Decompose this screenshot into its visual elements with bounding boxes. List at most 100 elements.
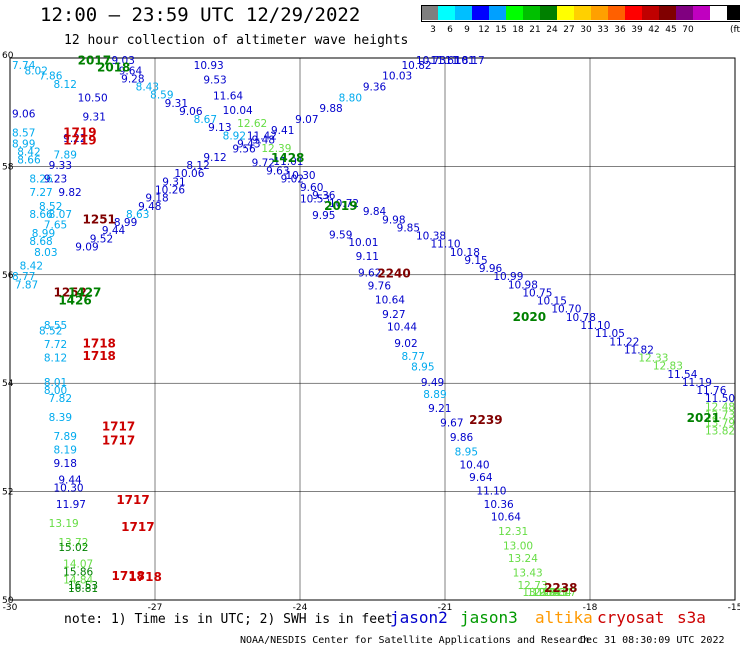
wave-height-value: 9.43 — [237, 138, 260, 150]
color-scale-frame — [421, 5, 740, 22]
pass-time-label: 2017 — [78, 54, 111, 68]
color-scale-label: 70 — [682, 25, 694, 35]
pass-time-label: 1718 — [112, 569, 145, 583]
pass-time-label: 1718 — [83, 336, 116, 350]
wave-height-value: 9.06 — [12, 109, 36, 121]
wave-height-value: 10.04 — [223, 105, 253, 117]
wave-height-value: 10.36 — [484, 499, 514, 511]
latitude-tick-label: 60 — [2, 51, 14, 61]
wave-height-value: 7.89 — [54, 149, 77, 161]
wave-height-value: 9.07 — [295, 114, 318, 126]
wave-height-value: 9.52 — [90, 233, 113, 245]
longitude-tick-label: -21 — [438, 603, 453, 613]
wave-height-value: 11.97 — [56, 499, 86, 511]
wave-height-value: 9.49 — [421, 377, 444, 389]
wave-height-value: 15.02 — [58, 542, 88, 554]
wave-height-value: 8.55 — [44, 320, 67, 332]
wave-height-value: 8.03 — [34, 247, 57, 259]
color-scale-swatch — [472, 5, 489, 20]
pass-time-label: 1252 — [54, 285, 87, 299]
wave-height-value: 9.64 — [119, 65, 143, 77]
wave-height-value: 9.44 — [102, 225, 126, 237]
wave-height-value: 8.07 — [49, 209, 72, 221]
color-scale-swatch — [438, 5, 455, 20]
color-scale-units: (ft) — [730, 25, 740, 35]
wave-height-value: 9.48 — [252, 135, 275, 147]
color-scale-label: 3 — [430, 25, 436, 35]
credit-line: NOAA/NESDIS Center for Satellite Applica… — [240, 635, 590, 646]
pass-time-label: 1426 — [58, 294, 91, 308]
wave-height-value: 9.98 — [382, 214, 405, 226]
wave-height-value: 11.05 — [595, 328, 625, 340]
legend-entry-altika: altika — [535, 608, 593, 627]
wave-height-value: 13.79 — [705, 418, 735, 430]
wave-height-value: 11.54 — [667, 369, 697, 381]
wave-height-value: 10.01 — [348, 237, 378, 249]
wave-height-value: 9.09 — [75, 241, 98, 253]
wave-height-value: 12.33 — [638, 353, 668, 365]
longitude-tick-label: -18 — [583, 603, 598, 613]
wave-height-value: 13.84 — [542, 587, 572, 599]
color-scale-swatch — [421, 5, 438, 20]
latitude-tick-label: 54 — [2, 379, 14, 389]
pass-time-label: 2021 — [687, 411, 720, 425]
wave-height-value: 9.95 — [312, 210, 335, 222]
color-scale-swatch — [557, 5, 574, 20]
longitude-tick-label: -15 — [728, 603, 740, 613]
wave-height-value: 8.52 — [39, 325, 62, 337]
wave-height-value: 10.53 — [300, 194, 330, 206]
wave-height-value: 9.22 — [63, 133, 86, 145]
wave-height-value: 9.31 — [165, 98, 188, 110]
wave-height-value: 11.82 — [624, 344, 654, 356]
wave-height-value: 10.75 — [522, 287, 552, 299]
wave-height-value: 11.10 — [580, 320, 610, 332]
color-scale-label: 39 — [631, 25, 643, 35]
wave-height-value: 9.63 — [266, 166, 289, 178]
wave-height-value: 8.02 — [25, 65, 48, 77]
wave-height-value: 9.18 — [145, 193, 168, 205]
wave-height-value: 13.72 — [58, 537, 88, 549]
wave-height-value: 8.92 — [223, 130, 246, 142]
legend-entry-jason3: jason3 — [460, 608, 518, 627]
color-scale-swatch — [659, 5, 676, 20]
wave-height-value: 11.76 — [696, 385, 726, 397]
wave-height-value: 16.53 — [68, 580, 98, 592]
wave-height-value: 12.91 — [532, 587, 562, 599]
wave-height-value: 9.41 — [271, 125, 294, 137]
wave-height-value: 10.06 — [174, 168, 204, 180]
latitude-tick-label: 50 — [2, 596, 14, 606]
wave-height-value: 10.72 — [329, 198, 359, 210]
wave-height-value: 9.62 — [358, 267, 381, 279]
color-scale-swatch — [625, 5, 642, 20]
wave-height-value: 8.39 — [49, 412, 72, 424]
pass-time-label: 2238 — [544, 581, 577, 595]
wave-height-value: 8.77 — [402, 351, 425, 363]
color-scale-swatch — [455, 5, 472, 20]
wave-height-value: 8.57 — [12, 128, 35, 140]
wave-height-value: 12.83 — [653, 361, 683, 373]
wave-height-value: 11.10 — [476, 485, 506, 497]
wave-height-value: 9.31 — [162, 176, 185, 188]
wave-height-value: 13.19 — [49, 518, 79, 530]
wave-height-value: 11.10 — [431, 239, 461, 251]
color-scale-label: 6 — [447, 25, 453, 35]
wave-height-value: 12.17 — [547, 587, 577, 599]
color-scale-swatch — [710, 5, 727, 20]
wave-height-value: 9.28 — [121, 73, 144, 85]
wave-height-value: 9.56 — [232, 143, 256, 155]
wave-height-value: 14.84 — [63, 575, 93, 587]
wave-height-value: 9.18 — [54, 458, 77, 470]
wave-height-value: 9.82 — [58, 187, 81, 199]
wave-height-value: 7.87 — [15, 279, 38, 291]
pass-time-label: 1717 — [102, 419, 135, 433]
wave-height-value: 8.95 — [455, 446, 478, 458]
wave-height-value: 8.12 — [186, 160, 209, 172]
wave-height-value: 9.02 — [281, 174, 304, 186]
map-title: 12:00 — 23:59 UTC 12/29/2022 — [40, 4, 361, 26]
wave-height-value: 10.18 — [450, 247, 480, 259]
wave-height-value: 9.96 — [479, 263, 503, 275]
pass-time-label: 1717 — [102, 433, 135, 447]
wave-height-value: 10.26 — [155, 185, 185, 197]
pass-time-label: 2018 — [97, 61, 130, 75]
wave-height-value: 8.42 — [20, 260, 43, 272]
